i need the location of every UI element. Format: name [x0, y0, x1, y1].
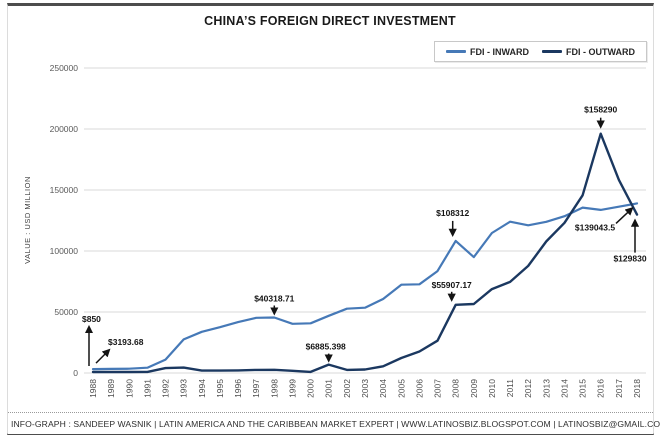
- series-line-fdi-outward: [91, 132, 639, 374]
- x-tick-label: 2001: [324, 379, 334, 398]
- y-axis-title: VALUE : USD MILLION: [23, 176, 32, 264]
- annotation-arrow-icon: [615, 206, 634, 224]
- x-tick-label: 1989: [106, 379, 116, 398]
- x-tick-label: 1998: [269, 379, 279, 398]
- x-tick-label: 2000: [306, 379, 316, 398]
- x-tick-label: 2009: [469, 379, 479, 398]
- annotation-label: $850: [82, 314, 101, 324]
- x-tick-label: 2015: [578, 379, 588, 398]
- x-tick-label: 1988: [88, 379, 98, 398]
- annotation-label: $139043.5: [575, 222, 615, 232]
- x-tick-label: 2007: [433, 379, 443, 398]
- series-line-fdi-inward: [91, 202, 639, 371]
- x-tick-label: 2006: [414, 379, 424, 398]
- x-tick-label: 2018: [632, 379, 642, 398]
- annotation-label: $129830: [613, 254, 646, 264]
- annotation-label: $6885.398: [306, 342, 346, 352]
- chart-title: CHINA’S FOREIGN DIRECT INVESTMENT: [204, 14, 456, 28]
- footer-credit: INFO-GRAPH : SANDEEP WASNIK | LATIN AMER…: [8, 412, 660, 434]
- x-tick-label: 2011: [505, 379, 515, 398]
- x-tick-label: 2012: [523, 379, 533, 398]
- y-tick-label: 150000: [50, 185, 79, 195]
- legend: FDI - INWARD FDI - OUTWARD: [434, 41, 647, 62]
- x-tick-label: 2010: [487, 379, 497, 398]
- x-tick-label: 1997: [251, 379, 261, 398]
- infographic-frame: [7, 3, 654, 435]
- x-tick-label: 1994: [197, 379, 207, 398]
- y-tick-label: 50000: [54, 307, 78, 317]
- x-tick-label: 2008: [451, 379, 461, 398]
- annotation-label: $40318.71: [254, 294, 294, 304]
- x-tick-label: 1990: [124, 379, 134, 398]
- x-tick-label: 2004: [378, 379, 388, 398]
- x-tick-label: 1991: [142, 379, 152, 398]
- x-tick-label: 1993: [179, 379, 189, 398]
- annotation-label: $158290: [584, 105, 617, 115]
- y-tick-label: 200000: [50, 124, 79, 134]
- y-tick-label: 250000: [50, 63, 79, 73]
- x-tick-label: 2002: [342, 379, 352, 398]
- legend-label: FDI - OUTWARD: [566, 46, 635, 57]
- x-tick-label: 2013: [541, 379, 551, 398]
- x-tick-label: 2017: [614, 379, 624, 398]
- annotation-label: $108312: [436, 208, 469, 218]
- annotation-label: $3193.68: [108, 337, 144, 347]
- x-tick-label: 1999: [288, 379, 298, 398]
- legend-item-fdi-outward: FDI - OUTWARD: [542, 47, 635, 57]
- x-tick-label: 2003: [360, 379, 370, 398]
- y-tick-label: 0: [73, 368, 78, 378]
- x-tick-label: 1996: [233, 379, 243, 398]
- legend-item-fdi-inward: FDI - INWARD: [446, 47, 529, 57]
- legend-line-swatch-icon: [542, 50, 562, 53]
- x-tick-label: 1995: [215, 379, 225, 398]
- y-tick-label: 100000: [50, 246, 79, 256]
- annotation-arrow-icon: [95, 348, 111, 364]
- x-tick-label: 2005: [396, 379, 406, 398]
- annotation-label: $55907.17: [432, 280, 472, 290]
- x-tick-label: 2016: [596, 379, 606, 398]
- x-tick-label: 1992: [161, 379, 171, 398]
- legend-label: FDI - INWARD: [470, 46, 529, 57]
- legend-line-swatch-icon: [446, 50, 466, 53]
- x-tick-label: 2014: [560, 379, 570, 398]
